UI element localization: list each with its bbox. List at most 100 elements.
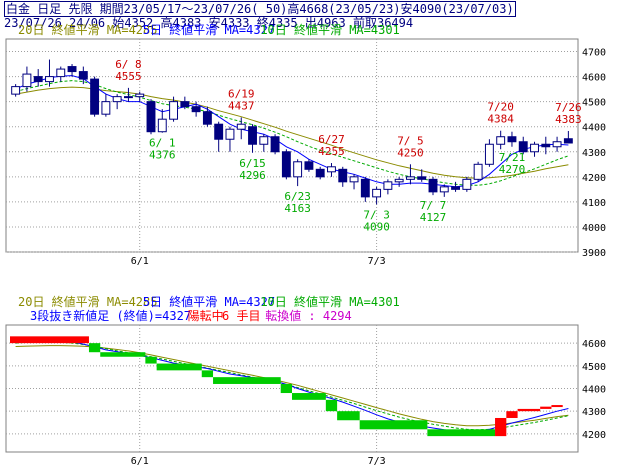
- kagi-brick: [337, 411, 360, 420]
- candle-body: [102, 102, 110, 115]
- top-y-tick-label: 3900: [582, 248, 606, 259]
- bottom-legend-item: 10日 終値平滑 MA=4301: [260, 294, 399, 309]
- top-y-tick-label: 4500: [582, 98, 606, 109]
- kagi-brick: [551, 405, 562, 407]
- candle-body: [452, 187, 460, 190]
- high-annotation-value: 4384: [487, 113, 514, 126]
- candle-body: [395, 179, 403, 182]
- kagi-status-text: 6 手目: [222, 309, 260, 323]
- kagi-brick: [145, 357, 156, 364]
- high-annotation-value: 4255: [318, 145, 345, 158]
- candle-body: [474, 164, 482, 179]
- bottom-x-tick-label: 6/1: [131, 456, 149, 467]
- candle-body: [508, 137, 516, 142]
- kagi-status-text: 3段抜き新値足 (終値)=4327: [30, 308, 191, 323]
- candle-body: [237, 124, 245, 129]
- kagi-brick: [213, 377, 281, 384]
- candle-body: [294, 162, 302, 177]
- candle-body: [553, 142, 561, 147]
- kagi-brick: [360, 420, 428, 429]
- kagi-brick: [495, 418, 506, 436]
- low-annotation-value: 4296: [239, 169, 266, 182]
- candle-body: [57, 69, 65, 77]
- candle-body: [440, 187, 448, 192]
- candle-body: [406, 177, 414, 180]
- top-y-tick-label: 4600: [582, 73, 606, 84]
- candle-body: [463, 179, 471, 189]
- kagi-brick: [540, 407, 551, 409]
- candle-body: [429, 179, 437, 192]
- candle-body: [91, 79, 99, 114]
- top-y-tick-label: 4000: [582, 223, 606, 234]
- candle-body: [79, 72, 87, 80]
- kagi-brick: [326, 400, 337, 411]
- candle-body: [147, 102, 155, 132]
- candle-body: [316, 169, 324, 177]
- top-y-tick-label: 4100: [582, 198, 606, 209]
- kagi-brick: [202, 370, 213, 377]
- candle-body: [542, 144, 550, 147]
- candle-body: [361, 179, 369, 197]
- candle-body: [181, 102, 189, 107]
- bottom-y-tick-label: 4200: [582, 430, 606, 441]
- bottom-y-tick-label: 4400: [582, 385, 606, 396]
- high-annotation-value: 4250: [397, 146, 424, 159]
- bottom-x-tick-label: 7/3: [368, 456, 386, 467]
- kagi-brick: [100, 352, 145, 357]
- candle-body: [46, 77, 54, 82]
- kagi-status-text: 陽転中: [188, 308, 224, 323]
- candle-body: [350, 177, 358, 182]
- top-y-tick-label: 4400: [582, 123, 606, 134]
- top-legend-item: 20日 終値平滑 MA=4285: [18, 22, 157, 37]
- candle-body: [339, 169, 347, 182]
- candle-body: [136, 94, 144, 97]
- candle-body: [531, 144, 539, 152]
- candle-body: [158, 119, 166, 132]
- candle-body: [384, 182, 392, 190]
- top-y-tick-label: 4700: [582, 48, 606, 59]
- candle-body: [373, 189, 381, 197]
- candle-body: [113, 97, 121, 102]
- top-x-tick-label: 6/1: [131, 256, 149, 267]
- low-annotation-value: 4127: [420, 211, 447, 224]
- candle-body: [34, 77, 42, 82]
- candle-body: [418, 177, 426, 180]
- kagi-brick: [281, 384, 292, 393]
- high-annotation-value: 4555: [115, 70, 142, 83]
- candle-body: [12, 87, 20, 95]
- candle-body: [124, 97, 132, 98]
- top-legend-item: 10日 終値平滑 MA=4301: [260, 22, 399, 37]
- low-annotation-value: 4270: [499, 163, 526, 176]
- kagi-brick: [157, 364, 202, 371]
- low-annotation-value: 4090: [363, 220, 390, 233]
- candle-body: [23, 74, 31, 87]
- kagi-brick: [518, 409, 541, 411]
- kagi-brick: [506, 411, 517, 418]
- candle-body: [170, 102, 178, 120]
- top-legend-item: 5日 終値平滑 MA=4327: [143, 22, 275, 37]
- bottom-y-tick-label: 4500: [582, 362, 606, 373]
- candle-body: [305, 162, 313, 170]
- kagi-status-text: 転換値 : 4294: [265, 308, 352, 323]
- kagi-brick: [89, 343, 100, 352]
- low-annotation-value: 4163: [284, 202, 311, 215]
- kagi-brick: [292, 393, 326, 400]
- high-annotation-value: 4383: [555, 113, 582, 126]
- candle-body: [497, 137, 505, 145]
- top-x-tick-label: 7/3: [368, 256, 386, 267]
- candle-body: [282, 152, 290, 177]
- kagi-brick: [427, 429, 495, 436]
- candle-body: [328, 167, 336, 172]
- top-y-tick-label: 4200: [582, 173, 606, 184]
- top-y-tick-label: 4300: [582, 148, 606, 159]
- candle-body: [485, 144, 493, 164]
- bottom-legend-item: 20日 終値平滑 MA=4285: [18, 294, 157, 309]
- candle-body: [260, 137, 268, 145]
- bottom-y-tick-label: 4600: [582, 339, 606, 350]
- kagi-brick: [10, 336, 89, 343]
- high-annotation-value: 4437: [228, 99, 255, 112]
- candle-body: [215, 124, 223, 139]
- candle-body: [249, 127, 257, 145]
- candle-body: [203, 112, 211, 125]
